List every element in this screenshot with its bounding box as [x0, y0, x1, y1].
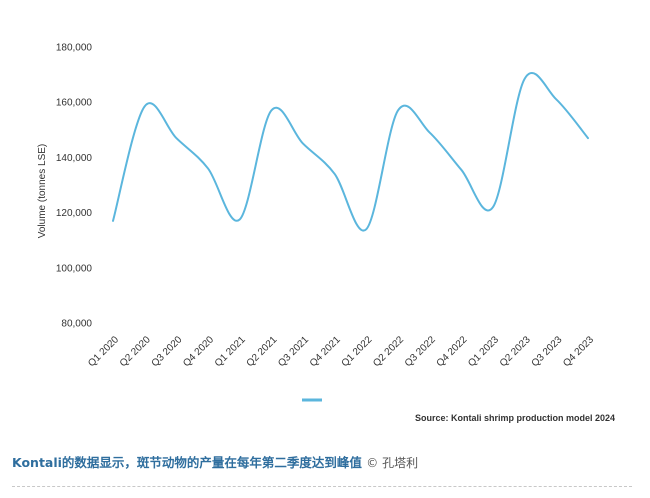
caption-text: Kontali的数据显示，斑节动物的产量在每年第二季度达到峰值 [12, 455, 362, 470]
y-tick-label: 140,000 [56, 153, 93, 164]
x-tick-label: Q4 2023 [561, 334, 596, 369]
x-tick-label: Q3 2021 [276, 334, 311, 369]
x-tick-label: Q2 2022 [371, 334, 406, 369]
y-tick-label: 100,000 [56, 263, 93, 274]
y-tick-label: 120,000 [56, 208, 93, 219]
x-tick-label: Q1 2020 [86, 334, 121, 369]
x-tick-label: Q1 2022 [340, 334, 375, 369]
x-tick-label: Q3 2023 [530, 334, 565, 369]
y-axis-title: Volume (tonnes LSE) [37, 144, 48, 239]
line-chart: 80,000 100,000 120,000 140,000 160,000 180,00… [37, 43, 596, 402]
caption: Kontali的数据显示，斑节动物的产量在每年第二季度达到峰值 © 孔塔利 [12, 452, 418, 471]
x-tick-label: Q2 2021 [245, 334, 280, 369]
source-note: Source: Kontali shrimp production model … [414, 413, 615, 423]
x-tick-label: Q1 2023 [466, 334, 501, 369]
x-tick-label: Q2 2020 [118, 334, 153, 369]
x-tick-label: Q3 2020 [150, 334, 185, 369]
chart: 80,000 100,000 120,000 140,000 160,000 180,00… [37, 43, 596, 402]
x-tick-label: Q4 2021 [308, 334, 343, 369]
x-tick-label: Q2 2023 [498, 334, 533, 369]
y-tick-label: 180,000 [56, 43, 93, 54]
x-tick-label: Q1 2021 [213, 334, 248, 369]
y-tick-label: 160,000 [56, 98, 93, 109]
x-tick-label: Q4 2022 [435, 334, 470, 369]
caption-credit: © 孔塔利 [366, 456, 419, 470]
x-tick-label: Q3 2022 [403, 334, 438, 369]
y-tick-label: 80,000 [61, 319, 92, 330]
divider [12, 486, 632, 487]
x-tick-label: Q4 2020 [181, 334, 216, 369]
series-line [112, 71, 589, 232]
